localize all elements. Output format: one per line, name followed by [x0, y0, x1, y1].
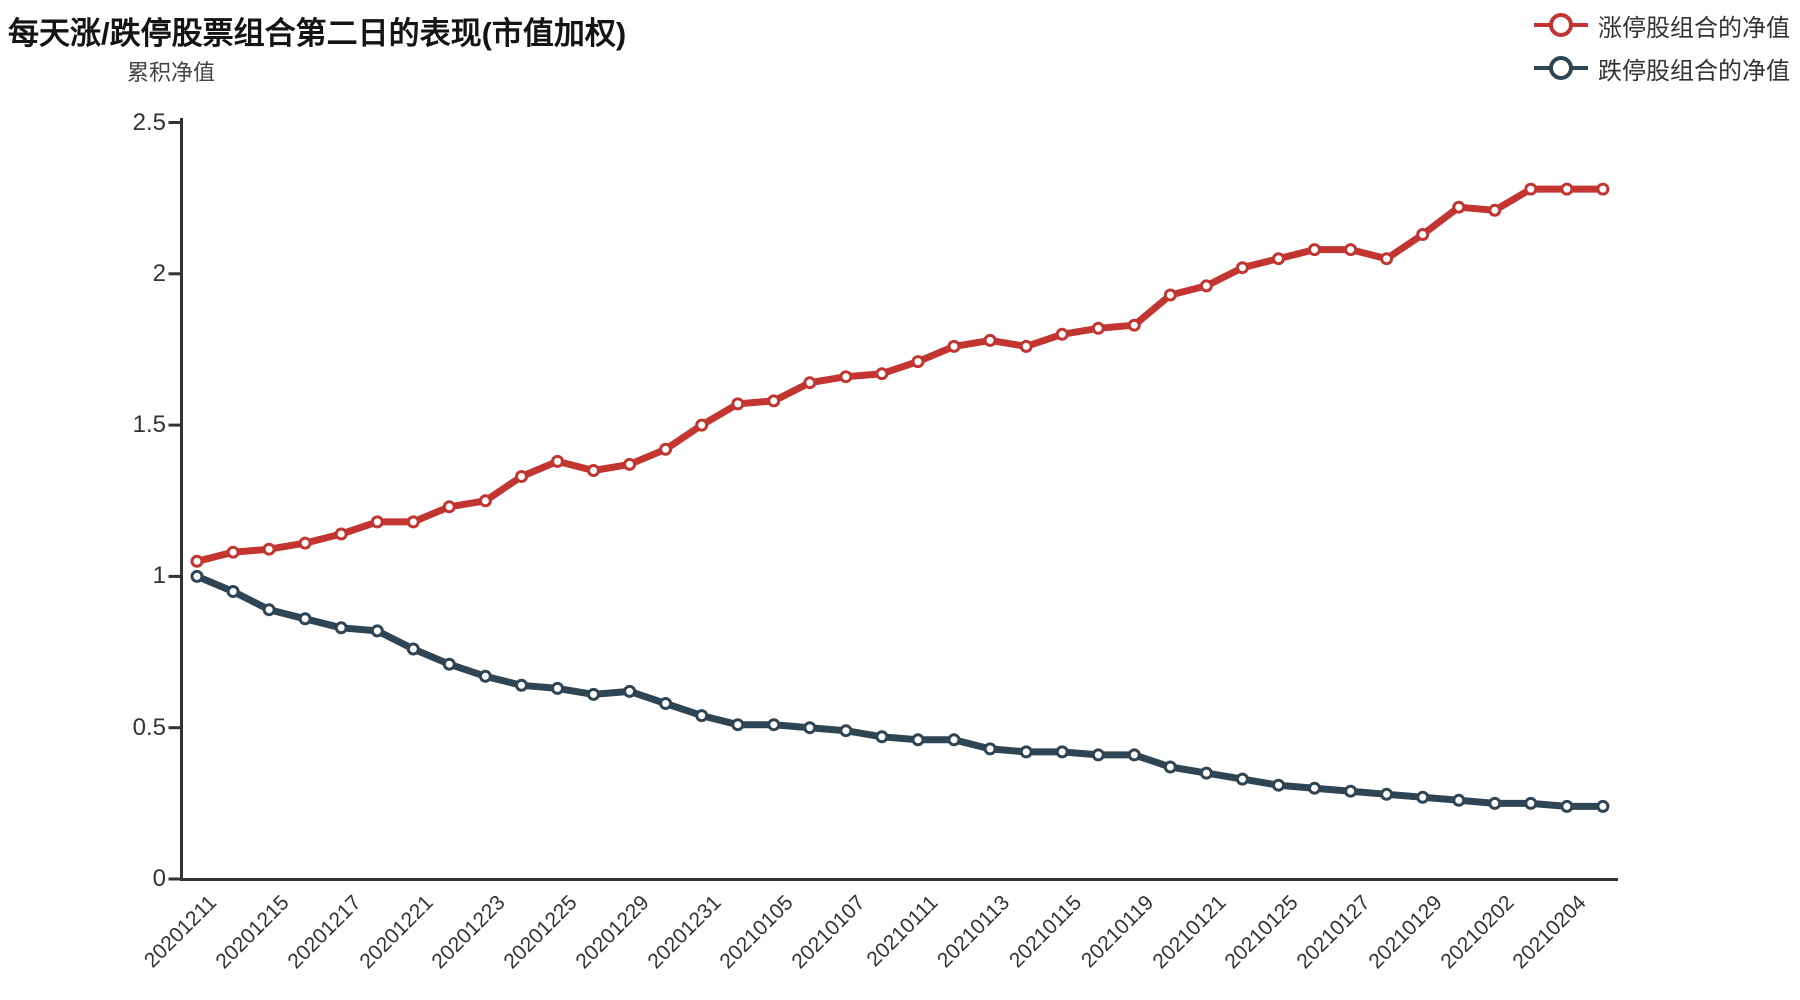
data-point-marker — [947, 339, 961, 353]
data-point-marker — [1163, 288, 1177, 302]
data-point-marker — [947, 733, 961, 747]
data-point-marker — [731, 718, 745, 732]
data-point-marker — [1235, 772, 1249, 786]
legend: 涨停股组合的净值 跌停股组合的净值 — [1534, 6, 1790, 87]
data-point-marker — [190, 569, 204, 583]
data-point-marker — [1380, 252, 1394, 266]
data-point-marker — [983, 742, 997, 756]
chart-title: 每天涨/跌停股票组合第二日的表现(市值加权) — [8, 16, 627, 51]
data-point-marker — [515, 678, 528, 692]
data-point-marker — [767, 718, 781, 732]
data-point-marker — [1019, 339, 1033, 353]
data-point-marker — [1524, 796, 1538, 810]
data-point-marker — [623, 457, 637, 471]
data-point-marker — [1308, 781, 1321, 795]
legend-label-down: 跌停股组合的净值 — [1598, 57, 1790, 85]
data-point-marker — [803, 376, 817, 390]
y-tick-label: 1 — [152, 562, 166, 590]
data-point-marker — [1055, 327, 1069, 341]
data-point-marker — [1199, 279, 1213, 293]
data-point-marker — [1596, 799, 1610, 813]
data-point-marker — [1308, 243, 1321, 257]
data-point-marker — [1380, 787, 1394, 801]
data-point-marker — [839, 370, 853, 384]
data-point-marker — [1560, 799, 1574, 813]
data-point-marker — [226, 545, 240, 559]
data-point-marker — [1416, 228, 1430, 241]
data-point-marker — [875, 730, 889, 744]
data-point-marker — [515, 470, 528, 483]
y-tick-label: 0 — [152, 865, 166, 892]
data-point-marker — [478, 669, 492, 683]
data-point-marker — [442, 657, 456, 671]
data-point-marker — [983, 333, 997, 347]
data-point-marker — [1199, 766, 1213, 780]
data-point-marker — [298, 536, 312, 550]
data-point-marker — [911, 733, 925, 747]
data-point-marker — [1344, 784, 1358, 798]
data-point-marker — [659, 697, 673, 710]
data-point-marker — [406, 515, 420, 529]
data-point-marker — [1235, 261, 1249, 275]
line-circle-marker-up-icon — [1534, 13, 1588, 37]
data-point-marker — [1163, 760, 1177, 774]
data-point-marker — [587, 464, 600, 477]
data-point-marker — [370, 515, 384, 529]
data-point-marker — [695, 418, 709, 432]
data-point-marker — [1272, 778, 1285, 792]
data-point-marker — [1091, 321, 1105, 335]
data-point-marker — [623, 684, 637, 698]
y-axis-title: 累积净值 — [127, 60, 216, 85]
data-point-marker — [587, 687, 600, 701]
data-point-marker — [839, 724, 853, 738]
data-point-marker — [875, 367, 889, 381]
data-point-marker — [1127, 318, 1141, 332]
data-point-marker — [226, 585, 240, 598]
series-line-up — [193, 185, 1607, 565]
data-point-marker — [1416, 790, 1430, 804]
legend-item-up[interactable]: 涨停股组合的净值 — [1534, 6, 1790, 44]
data-point-marker — [1596, 182, 1610, 196]
data-point-marker — [1055, 745, 1069, 759]
data-point-marker — [695, 709, 709, 723]
data-point-marker — [1560, 182, 1574, 196]
data-point-marker — [262, 542, 276, 556]
data-point-marker — [1452, 793, 1466, 807]
data-point-marker — [551, 681, 564, 695]
data-point-marker — [478, 494, 492, 508]
data-point-marker — [1127, 748, 1141, 762]
data-point-marker — [406, 642, 420, 656]
y-tick-label: 1.5 — [132, 411, 166, 439]
data-point-marker — [551, 454, 564, 468]
data-point-marker — [1019, 745, 1033, 759]
series-line-down — [193, 572, 1607, 810]
data-point-marker — [1091, 748, 1105, 762]
data-point-marker — [911, 355, 925, 369]
data-point-marker — [298, 612, 312, 626]
data-point-marker — [1344, 243, 1358, 257]
legend-item-down[interactable]: 跌停股组合的净值 — [1534, 49, 1790, 87]
data-point-marker — [1524, 182, 1538, 196]
data-point-marker — [731, 397, 745, 411]
data-point-marker — [334, 621, 348, 635]
y-tick-label: 2 — [152, 259, 166, 287]
data-point-marker — [370, 624, 384, 638]
data-point-marker — [1488, 203, 1502, 217]
line-circle-marker-down-icon — [1534, 56, 1588, 80]
data-point-marker — [442, 500, 456, 514]
data-point-marker — [659, 442, 673, 456]
data-point-marker — [1272, 252, 1285, 266]
data-point-marker — [334, 527, 348, 541]
data-point-marker — [767, 394, 781, 408]
y-tick-label: 0.5 — [132, 713, 166, 741]
y-tick-label: 2.5 — [132, 108, 166, 136]
legend-label-up: 涨停股组合的净值 — [1598, 14, 1790, 42]
data-point-marker — [803, 721, 817, 735]
data-point-marker — [190, 554, 204, 568]
data-point-marker — [262, 603, 276, 617]
data-point-marker — [1452, 200, 1466, 214]
data-point-marker — [1488, 796, 1502, 810]
